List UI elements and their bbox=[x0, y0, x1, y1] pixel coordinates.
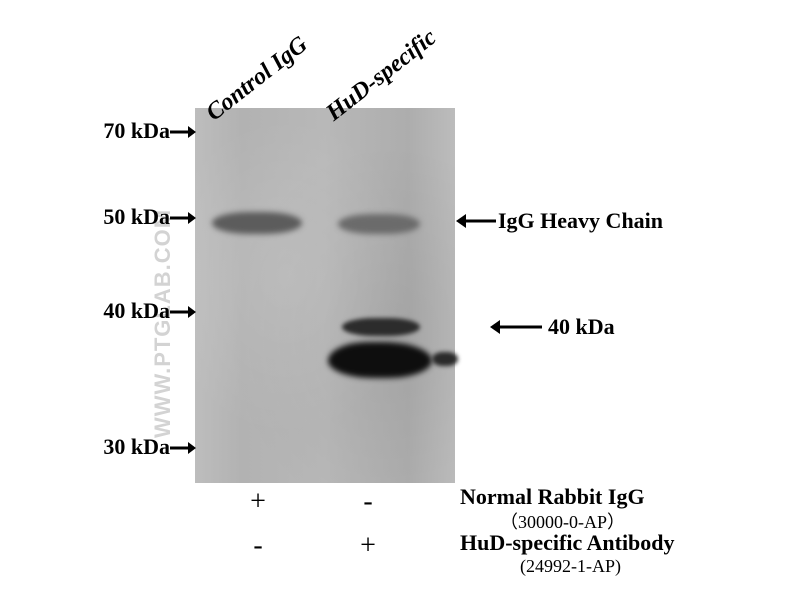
blot-shading bbox=[195, 108, 455, 483]
right-label-igg-hc: IgG Heavy Chain bbox=[498, 208, 663, 234]
right-arrow-igg-hc bbox=[456, 212, 496, 230]
band-strong-dark bbox=[328, 342, 432, 378]
pm-row2-lane2: + bbox=[348, 530, 388, 562]
mw-label-50: 50 kDa bbox=[80, 204, 170, 230]
pm-row2-lane1: - bbox=[238, 530, 278, 562]
band-smudge-right bbox=[432, 352, 458, 366]
pm-row1-lane1: + bbox=[238, 486, 278, 518]
pm-row1-lane2: - bbox=[348, 486, 388, 518]
band-igg-hc-hud bbox=[338, 214, 420, 234]
mw-label-70: 70 kDa bbox=[80, 118, 170, 144]
row1-label: Normal Rabbit IgG bbox=[460, 484, 645, 510]
row2-label: HuD-specific Antibody bbox=[460, 530, 675, 556]
band-40kda bbox=[342, 318, 420, 336]
row2-sublabel: (24992-1-AP) bbox=[520, 556, 621, 577]
mw-arrow-30 bbox=[170, 440, 196, 456]
figure-root: WWW.PTGLAB.COM Control IgG HuD-specific … bbox=[0, 0, 800, 600]
mw-label-40: 40 kDa bbox=[80, 298, 170, 324]
mw-label-30: 30 kDa bbox=[80, 434, 170, 460]
right-arrow-40kda bbox=[490, 318, 542, 336]
mw-arrow-50 bbox=[170, 210, 196, 226]
right-label-40kda: 40 kDa bbox=[548, 314, 615, 340]
band-igg-hc-control bbox=[212, 212, 302, 234]
mw-arrow-70 bbox=[170, 124, 196, 140]
blot-membrane bbox=[195, 108, 455, 483]
mw-arrow-40 bbox=[170, 304, 196, 320]
